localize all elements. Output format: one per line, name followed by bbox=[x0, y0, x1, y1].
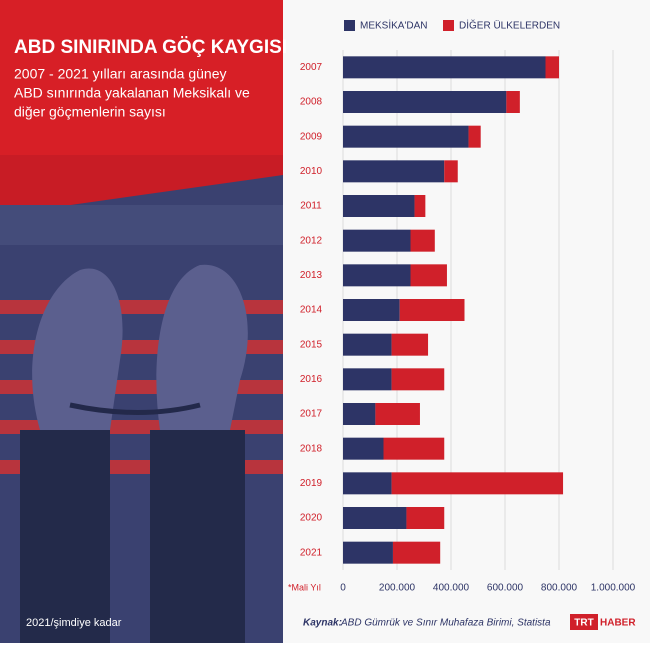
bar bbox=[343, 333, 392, 356]
axis-note: *Mali Yıl bbox=[288, 582, 321, 592]
y-tick-label: 2015 bbox=[300, 339, 323, 350]
bar bbox=[410, 264, 447, 287]
bar bbox=[343, 541, 393, 564]
y-tick-label: 2011 bbox=[300, 201, 322, 212]
subtitle: 2007 - 2021 yılları arasında güney bbox=[14, 66, 226, 82]
bar bbox=[406, 507, 445, 529]
bar bbox=[343, 299, 400, 321]
legend-label: DİĞER ÜLKELERDEN bbox=[459, 19, 560, 32]
bar bbox=[391, 472, 564, 495]
y-tick-label: 2016 bbox=[300, 374, 323, 385]
legend-swatch bbox=[443, 20, 454, 31]
y-tick-label: 2010 bbox=[300, 166, 323, 177]
subtitle: diğer göçmenlerin sayısı bbox=[14, 104, 166, 120]
legend-swatch bbox=[344, 20, 355, 31]
bar bbox=[343, 403, 376, 425]
bar bbox=[399, 299, 465, 321]
x-tick-label: 1.000.000 bbox=[591, 583, 636, 594]
bar bbox=[545, 56, 559, 79]
logo: HABER bbox=[600, 618, 636, 629]
x-tick-label: 200.000 bbox=[379, 583, 416, 594]
bar bbox=[343, 56, 546, 79]
x-tick-label: 400.000 bbox=[433, 583, 470, 594]
y-tick-label: 2020 bbox=[300, 513, 323, 524]
wall bbox=[0, 205, 283, 245]
y-tick-label: 2019 bbox=[300, 478, 323, 489]
sleeve-right bbox=[150, 430, 245, 643]
y-tick-label: 2014 bbox=[300, 305, 323, 316]
bar bbox=[383, 437, 445, 460]
bar bbox=[391, 368, 445, 391]
y-tick-label: 2021 bbox=[300, 547, 323, 558]
y-tick-label: 2012 bbox=[300, 235, 323, 246]
x-tick-label: 800.000 bbox=[541, 583, 578, 594]
source-label: Kaynak: bbox=[303, 618, 342, 629]
y-tick-label: 2007 bbox=[300, 62, 323, 73]
x-tick-label: 600.000 bbox=[487, 583, 524, 594]
subtitle: ABD sınırında yakalanan Meksikalı ve bbox=[14, 85, 250, 101]
bar bbox=[375, 403, 420, 425]
title: ABD SINIRINDA GÖÇ KAYGISI bbox=[14, 37, 287, 58]
bar bbox=[343, 91, 507, 113]
bar bbox=[414, 195, 426, 217]
bar bbox=[343, 264, 411, 287]
x-tick-label: 0 bbox=[340, 583, 346, 594]
y-tick-label: 2008 bbox=[300, 97, 323, 108]
hand-right bbox=[156, 264, 248, 430]
bar bbox=[410, 229, 435, 252]
bar bbox=[392, 541, 441, 564]
sleeve-left bbox=[20, 430, 110, 643]
bar bbox=[343, 160, 445, 183]
legend-label: MEKSİKA'DAN bbox=[360, 19, 427, 32]
bar bbox=[343, 195, 415, 217]
y-tick-label: 2017 bbox=[300, 409, 323, 420]
bar bbox=[506, 91, 520, 113]
y-tick-label: 2009 bbox=[300, 131, 323, 142]
hand-left bbox=[32, 268, 123, 430]
bar bbox=[343, 229, 411, 252]
bar bbox=[343, 437, 384, 460]
bar bbox=[391, 333, 429, 356]
source-text: ABD Gümrük ve Sınır Muhafaza Birimi, Sta… bbox=[340, 618, 551, 629]
bar bbox=[343, 368, 392, 391]
y-tick-label: 2018 bbox=[300, 443, 323, 454]
bar bbox=[343, 472, 392, 495]
bar bbox=[444, 160, 458, 183]
bar bbox=[343, 507, 407, 529]
logo: TRT bbox=[574, 618, 593, 629]
period-note: 2021/şimdiye kadar bbox=[26, 617, 122, 629]
logo-box bbox=[570, 614, 598, 630]
y-tick-label: 2013 bbox=[300, 270, 323, 281]
panel-red bbox=[0, 0, 283, 155]
handcuff bbox=[69, 402, 201, 415]
bar bbox=[468, 125, 481, 148]
bar bbox=[343, 125, 469, 148]
banner bbox=[0, 155, 283, 215]
